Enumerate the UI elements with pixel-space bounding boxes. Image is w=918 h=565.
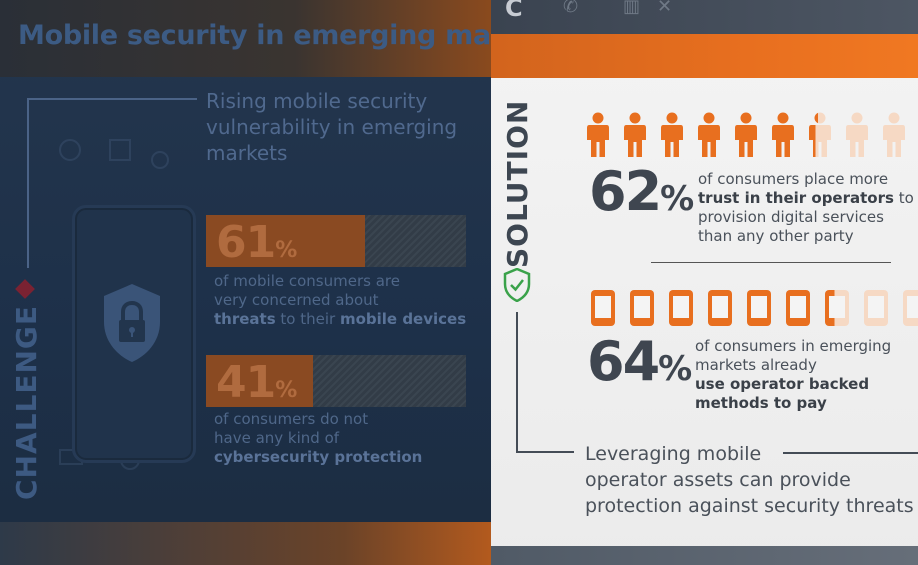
stat-bar-fill <box>206 355 313 407</box>
connector-line <box>516 451 574 453</box>
phone-icon <box>591 290 615 326</box>
person-icon <box>587 112 609 157</box>
stat-percent: 61% <box>216 217 297 268</box>
divider <box>651 262 891 263</box>
person-icon <box>624 112 646 157</box>
person-icon <box>883 112 905 157</box>
diamond-icon <box>15 279 35 299</box>
challenge-headline: Rising mobile security vulnerability in … <box>206 89 458 165</box>
cropped-letter: C <box>505 0 523 22</box>
title-bar: Mobile security in emerging markets <box>0 0 491 77</box>
phone-icon <box>786 290 810 326</box>
stat-description: of consumers do not have any kind of cyb… <box>214 410 423 466</box>
connector-line <box>27 98 197 100</box>
footer-band <box>0 522 491 565</box>
phone-icon <box>747 290 771 326</box>
stat-description: of mobile consumers are very concerned a… <box>214 272 467 328</box>
orange-band <box>491 34 918 78</box>
stat-bar-61: 61% <box>206 215 466 268</box>
building-icon: ▥ <box>623 0 641 17</box>
trust-percent: 62% <box>589 160 694 223</box>
footer-band <box>491 546 918 565</box>
stat-bar-fill <box>206 215 365 267</box>
stat-bar-41: 41% <box>206 355 466 408</box>
phone-icon <box>864 290 888 326</box>
person-icon <box>661 112 683 157</box>
conclusion-text: Leveraging mobile operator assets can pr… <box>585 443 914 517</box>
person-icon <box>698 112 720 157</box>
connector-line <box>27 98 29 268</box>
check-shield-icon <box>503 268 531 302</box>
phone-icon-row <box>589 286 918 332</box>
phone-call-icon: ✆ <box>563 0 579 17</box>
trust-description: of consumers place more trust in their o… <box>698 170 914 245</box>
phone-icon <box>669 290 693 326</box>
person-icon <box>735 112 757 157</box>
pay-description: of consumers in emerging markets already… <box>695 337 892 412</box>
phone-icon <box>708 290 732 326</box>
people-icon-row <box>585 112 907 158</box>
top-bar: C ✆ ▥ ✕ <box>491 0 918 34</box>
page-title: Mobile security in emerging markets <box>18 20 491 51</box>
close-icon: ✕ <box>657 0 673 17</box>
person-icon <box>809 112 831 157</box>
solution-label: SOLUTION <box>501 99 534 268</box>
pay-percent: 64% <box>587 330 692 393</box>
challenge-panel: Mobile security in emerging markets CHAL… <box>0 0 491 565</box>
connector-line <box>783 452 918 454</box>
phone-icon <box>903 290 918 326</box>
person-icon <box>772 112 794 157</box>
person-icon <box>846 112 868 157</box>
phone-icon <box>630 290 654 326</box>
lock-shield-icon <box>104 284 160 362</box>
stat-percent: 41% <box>216 357 297 408</box>
phone-icon <box>825 290 849 326</box>
connector-line <box>516 312 518 452</box>
challenge-label: CHALLENGE <box>10 304 43 500</box>
solution-panel: C ✆ ▥ ✕ SOLUTION 62% of consumers place … <box>491 0 918 565</box>
